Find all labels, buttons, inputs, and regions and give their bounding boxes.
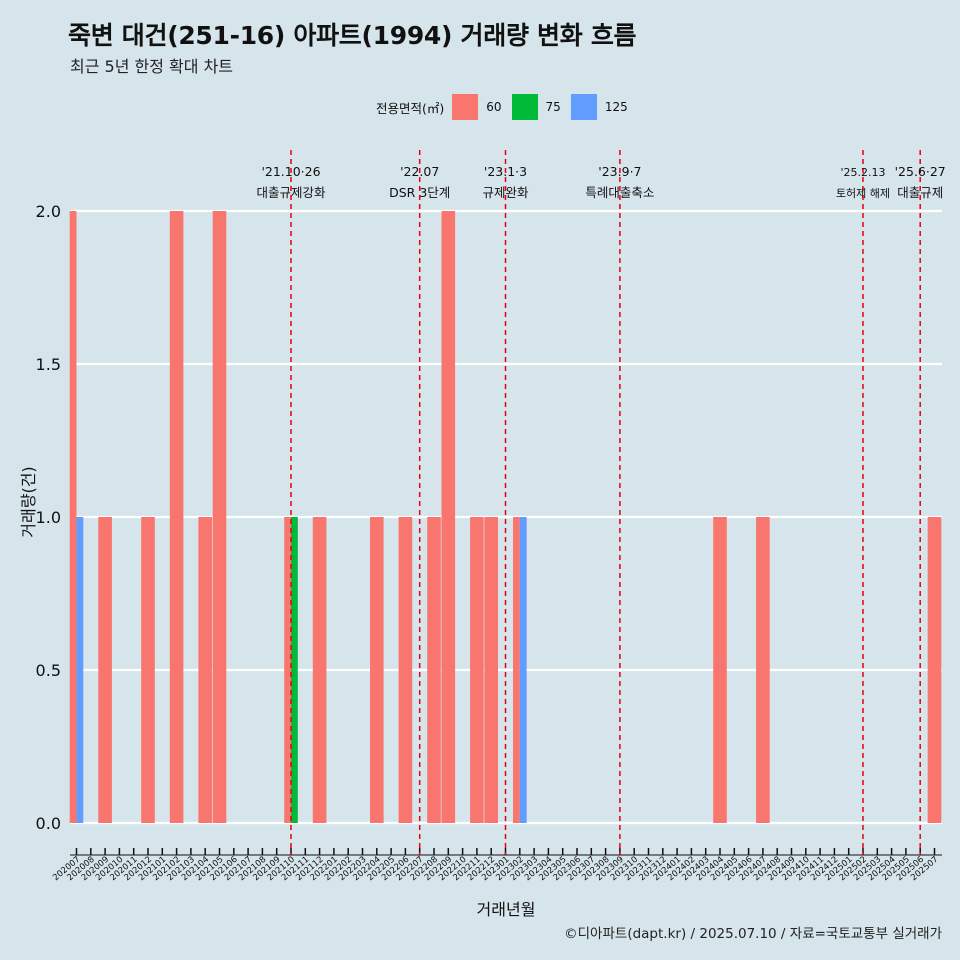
annotation-date: '23.1·3 xyxy=(484,164,527,179)
y-tick-label: 1.5 xyxy=(36,355,61,374)
annotation-label: 토허제 해제 xyxy=(836,186,890,200)
bar-202507-60 xyxy=(927,517,942,823)
legend: 전용면적(㎡) 60 75 125 xyxy=(376,93,638,121)
chart-subtitle: 최근 5년 한정 확대 차트 xyxy=(70,57,234,76)
bar-202007-125 xyxy=(76,517,84,823)
y-tick-label: 0.0 xyxy=(36,814,61,833)
bar-202110-60 xyxy=(284,517,291,823)
legend-label-75: 75 xyxy=(545,100,561,114)
legend-swatch-125 xyxy=(570,94,597,120)
legend-label-125: 125 xyxy=(604,100,628,114)
annotation-date: '25.6·27 xyxy=(895,164,946,179)
bar-202112-60 xyxy=(312,517,327,823)
bar-202407-60 xyxy=(756,517,770,823)
bar-202206-60 xyxy=(398,517,413,823)
bar-202110-75 xyxy=(291,517,298,823)
source-caption: ©디아파트(dapt.kr) / 2025.07.10 / 자료=국토교통부 실… xyxy=(564,926,942,942)
bar-202302-60 xyxy=(513,517,520,823)
x-axis-title: 거래년월 xyxy=(477,900,536,919)
legend-title: 전용면적(㎡) xyxy=(376,100,445,116)
bar-202208-60 xyxy=(427,517,441,823)
bar-202009-60 xyxy=(98,517,112,823)
bar-202302-125 xyxy=(519,517,527,823)
chart-title: 죽변 대건(251-16) 아파트(1994) 거래량 변화 흐름 xyxy=(68,21,637,50)
bar-202204-60 xyxy=(370,517,384,823)
annotation-label: 규제완화 xyxy=(482,185,529,200)
annotation-label: 대출규제강화 xyxy=(256,185,326,200)
annotation-date: '21.10·26 xyxy=(261,164,320,179)
annotation-date: '25.2.13 xyxy=(840,166,885,179)
bar-202104-60 xyxy=(198,517,212,823)
annotation-date: '23.9·7 xyxy=(598,164,641,179)
y-tick-label: 1.0 xyxy=(36,508,61,527)
legend-label-60: 60 xyxy=(486,100,502,114)
bar-202211-60 xyxy=(470,517,484,823)
bar-202007-60 xyxy=(69,211,77,823)
annotation-date: '22.07 xyxy=(400,164,439,179)
bar-202209-60 xyxy=(441,211,456,823)
y-tick-label: 2.0 xyxy=(36,202,61,221)
annotation-label: 대출규제 xyxy=(897,185,943,200)
bar-202105-60 xyxy=(212,211,227,823)
y-tick-label: 0.5 xyxy=(36,661,61,680)
bar-202404-60 xyxy=(713,517,727,823)
y-axis-title: 거래량(건) xyxy=(19,466,38,537)
legend-swatch-75 xyxy=(511,94,538,120)
legend-swatch-60 xyxy=(452,94,479,120)
bar-202012-60 xyxy=(141,517,155,823)
bar-202102-60 xyxy=(169,211,184,823)
bar-202212-60 xyxy=(484,517,498,823)
annotation-label: 특례대출축소 xyxy=(585,185,654,200)
annotation-label: DSR 3단계 xyxy=(389,185,450,200)
